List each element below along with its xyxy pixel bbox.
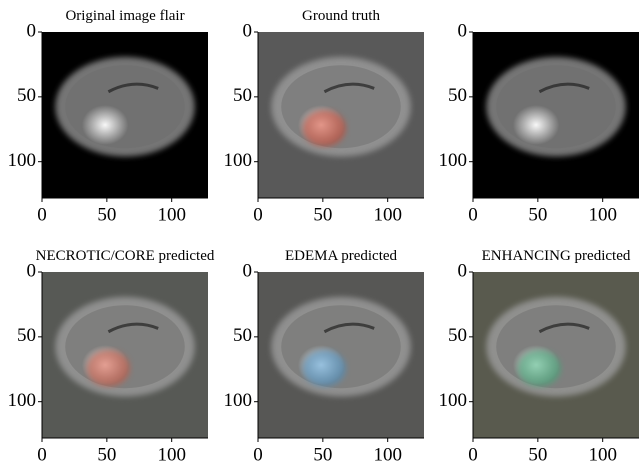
y-tick-label: 0 bbox=[458, 20, 468, 41]
y-tick-label: 50 bbox=[233, 85, 252, 106]
x-tick-label: 100 bbox=[373, 204, 402, 225]
overlay bbox=[518, 350, 561, 387]
panel: 0 50 100 0 50 100 NECROTIC/CORE predicted bbox=[8, 248, 215, 465]
x-tick-label: 50 bbox=[97, 204, 116, 225]
x-tick-label: 0 bbox=[468, 204, 478, 225]
y-tick-label: 0 bbox=[458, 260, 468, 281]
panel: 0 50 100 0 50 100 ENHANCING predicted bbox=[439, 248, 640, 465]
x-tick-label: 0 bbox=[468, 444, 478, 465]
x-tick-label: 50 bbox=[528, 204, 547, 225]
y-tick-label: 0 bbox=[27, 260, 37, 281]
y-tick-label: 100 bbox=[8, 390, 37, 411]
overlay bbox=[303, 350, 346, 387]
tumor bbox=[513, 105, 559, 145]
x-tick-label: 50 bbox=[97, 444, 116, 465]
x-tick-label: 50 bbox=[528, 444, 547, 465]
y-tick-label: 50 bbox=[233, 325, 252, 346]
panel: 0 50 100 0 50 100 Ground truth bbox=[224, 8, 425, 225]
y-tick-label: 100 bbox=[224, 390, 253, 411]
y-tick-label: 100 bbox=[224, 150, 253, 171]
brain-inner bbox=[65, 65, 185, 148]
x-tick-label: 100 bbox=[157, 204, 186, 225]
y-tick-label: 50 bbox=[17, 85, 36, 106]
x-tick-label: 0 bbox=[253, 444, 263, 465]
panel-title: EDEMA predicted bbox=[285, 248, 398, 264]
panel-title: NECROTIC/CORE predicted bbox=[36, 248, 215, 264]
panel: 0 50 100 0 50 100 bbox=[439, 20, 640, 225]
y-tick-label: 100 bbox=[439, 150, 468, 171]
x-tick-label: 0 bbox=[253, 204, 263, 225]
y-tick-label: 0 bbox=[27, 20, 37, 41]
y-tick-label: 0 bbox=[243, 20, 253, 41]
y-tick-label: 100 bbox=[8, 150, 37, 171]
x-tick-label: 50 bbox=[313, 444, 332, 465]
y-tick-label: 0 bbox=[243, 260, 253, 281]
brain-inner bbox=[496, 65, 616, 148]
tumor bbox=[82, 105, 128, 145]
figure: 0 50 100 0 50 100 Original image flair 0 50 100 0 5… bbox=[0, 0, 644, 470]
x-tick-label: 0 bbox=[37, 204, 47, 225]
panel: 0 50 100 0 50 100 Original image flair bbox=[8, 8, 209, 225]
y-tick-label: 50 bbox=[17, 325, 36, 346]
panel-title: Ground truth bbox=[302, 8, 380, 24]
panel-title: Original image flair bbox=[65, 8, 184, 24]
y-tick-label: 50 bbox=[448, 85, 467, 106]
x-tick-label: 100 bbox=[588, 444, 617, 465]
panel-title: ENHANCING predicted bbox=[482, 248, 631, 264]
x-tick-label: 0 bbox=[37, 444, 47, 465]
overlay bbox=[303, 110, 346, 147]
x-tick-label: 50 bbox=[313, 204, 332, 225]
overlay bbox=[87, 350, 130, 387]
x-tick-label: 100 bbox=[588, 204, 617, 225]
panel: 0 50 100 0 50 100 EDEMA predicted bbox=[224, 248, 425, 465]
y-tick-label: 50 bbox=[448, 325, 467, 346]
x-tick-label: 100 bbox=[157, 444, 186, 465]
y-tick-label: 100 bbox=[439, 390, 468, 411]
x-tick-label: 100 bbox=[373, 444, 402, 465]
